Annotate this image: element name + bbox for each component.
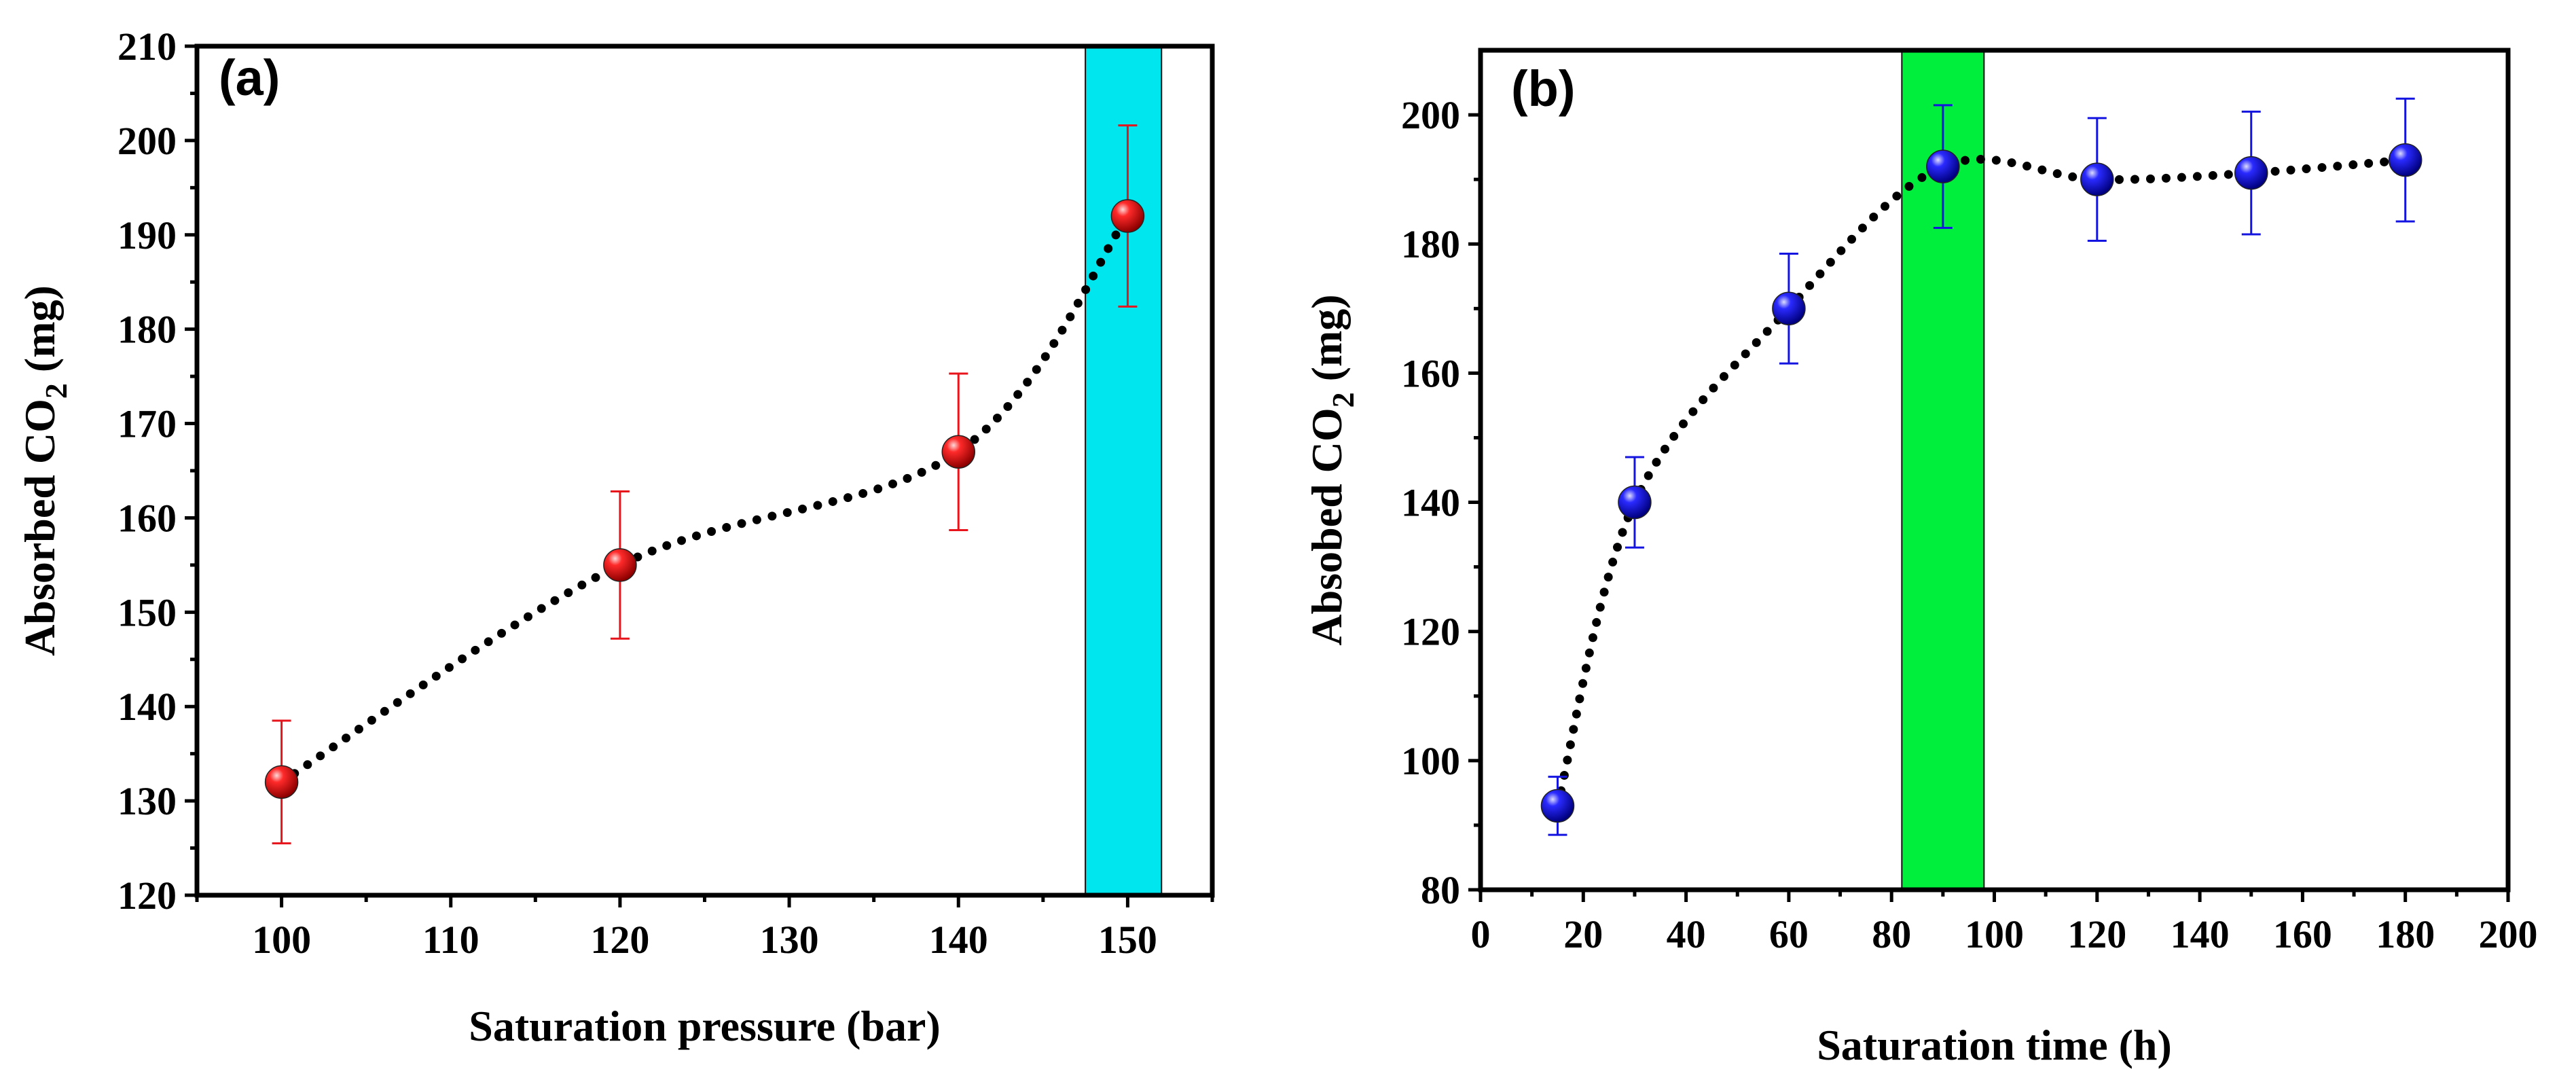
y-tick-label: 170 bbox=[117, 402, 177, 446]
data-point bbox=[1540, 789, 1575, 823]
data-point bbox=[2234, 156, 2268, 190]
y-axis-b: 80 100 120 140 160 180 200 bbox=[1401, 93, 1481, 912]
x-tick-label: 120 bbox=[2067, 912, 2126, 956]
error-bars-a bbox=[272, 124, 1138, 845]
y-tick-label: 150 bbox=[117, 590, 177, 634]
x-tick-label: 40 bbox=[1667, 912, 1706, 956]
x-axis-title-b: Saturation time (h) bbox=[1817, 1021, 2172, 1069]
y-axis-title-b: Absobed CO2 (mg) bbox=[1303, 294, 1360, 645]
y-tick-label: 190 bbox=[117, 213, 177, 257]
y-axis-a: 120 130 140 150 160 170 180 190 200 210 bbox=[117, 24, 197, 918]
plot-frame-a bbox=[194, 43, 1215, 898]
x-tick-label: 110 bbox=[422, 918, 479, 962]
y-tick-label: 200 bbox=[1401, 93, 1460, 137]
y-axis-title-unit-a: (mg) bbox=[16, 285, 64, 383]
x-tick-label: 100 bbox=[1965, 912, 2024, 956]
chart-panel-b: 80 100 120 140 160 180 200 0 20 40 60 80 100 120 140 1… bbox=[1303, 48, 2538, 1069]
y-tick-label: 180 bbox=[1401, 222, 1460, 266]
panel-label-a: (a) bbox=[219, 50, 280, 106]
x-axis-b: 0 20 40 60 80 100 120 140 160 180 200 bbox=[1471, 890, 2538, 956]
highlight-band-a bbox=[1085, 46, 1163, 896]
y-axis-title-a: Absorbed CO2 (mg) bbox=[16, 285, 73, 656]
x-axis-title-a: Saturation pressure (bar) bbox=[469, 1002, 941, 1050]
panel-label-b: (b) bbox=[1511, 60, 1576, 117]
data-point bbox=[1772, 291, 1806, 326]
y-axis-title-main-a: Absorbed CO bbox=[16, 399, 64, 656]
x-tick-label: 200 bbox=[2479, 912, 2538, 956]
y-tick-label: 140 bbox=[1401, 481, 1460, 525]
y-tick-label: 130 bbox=[117, 779, 177, 823]
y-tick-label: 200 bbox=[117, 119, 177, 163]
y-tick-label: 100 bbox=[1401, 739, 1460, 783]
data-points-b bbox=[1540, 143, 2423, 823]
y-axis-title-sub-b: 2 bbox=[1326, 392, 1360, 408]
y-tick-label: 160 bbox=[117, 496, 177, 540]
y-tick-label: 80 bbox=[1421, 868, 1460, 912]
x-axis-a: 100 110 120 130 140 150 bbox=[195, 895, 1214, 962]
x-tick-label: 140 bbox=[2171, 912, 2230, 956]
data-point bbox=[941, 435, 975, 469]
x-tick-label: 180 bbox=[2376, 912, 2435, 956]
y-axis-title-main-b: Absobed CO bbox=[1303, 408, 1351, 645]
data-point bbox=[2388, 143, 2423, 177]
chart-panel-a: 120 130 140 150 160 170 180 190 200 210 100 110 120… bbox=[16, 24, 1215, 1050]
y-tick-label: 120 bbox=[117, 873, 177, 918]
y-tick-label: 160 bbox=[1401, 351, 1460, 395]
data-point bbox=[264, 765, 299, 799]
x-tick-label: 0 bbox=[1471, 912, 1491, 956]
y-tick-label: 120 bbox=[1401, 610, 1460, 654]
x-tick-label: 140 bbox=[929, 918, 988, 962]
x-tick-label: 130 bbox=[760, 918, 819, 962]
y-tick-label: 210 bbox=[117, 24, 177, 69]
y-axis-title-sub-a: 2 bbox=[39, 383, 73, 399]
data-points-a bbox=[264, 199, 1145, 799]
x-tick-label: 150 bbox=[1098, 918, 1157, 962]
data-point bbox=[603, 548, 637, 582]
trend-curve-a bbox=[277, 211, 1132, 787]
plot-frame-b bbox=[1478, 48, 2511, 892]
x-tick-label: 80 bbox=[1872, 912, 1911, 956]
x-tick-label: 160 bbox=[2273, 912, 2332, 956]
x-tick-label: 60 bbox=[1769, 912, 1809, 956]
x-tick-label: 120 bbox=[590, 918, 649, 962]
x-tick-label: 20 bbox=[1563, 912, 1603, 956]
x-tick-label: 100 bbox=[252, 918, 311, 962]
data-point bbox=[1618, 485, 1652, 520]
y-axis-title-unit-b: (mg) bbox=[1303, 294, 1351, 392]
data-point bbox=[1110, 199, 1145, 233]
y-tick-label: 180 bbox=[117, 308, 177, 352]
y-tick-label: 140 bbox=[117, 685, 177, 729]
data-point bbox=[1926, 149, 1960, 183]
data-point bbox=[2080, 162, 2114, 196]
